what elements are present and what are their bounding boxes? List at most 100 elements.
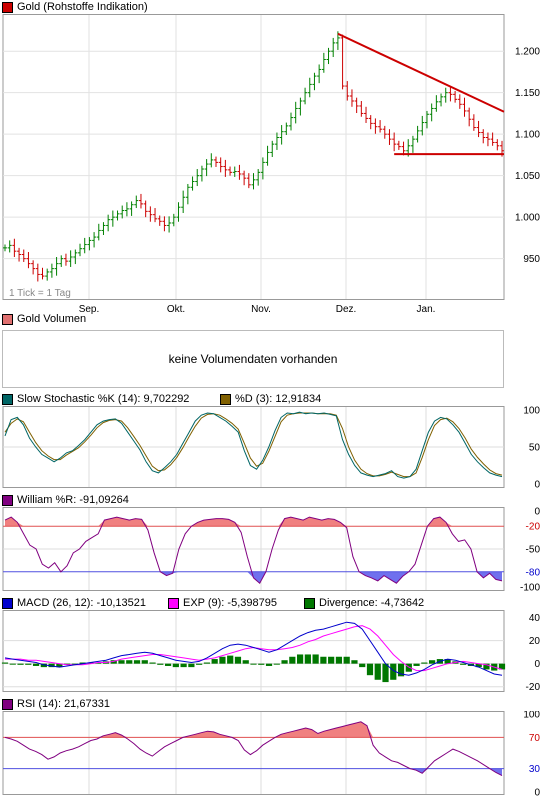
williams-legend-label: William %R: -91,09264 <box>17 494 129 506</box>
macd-chart: -20 0 20 40 <box>1 610 541 693</box>
x-tick-label: Nov. <box>251 304 271 314</box>
macd-legend-label: MACD (26, 12): -10,13521 <box>17 597 147 609</box>
exp-legend-label: EXP (9): -5,398795 <box>183 597 277 609</box>
divergence-bar <box>172 663 179 668</box>
price-legend: Gold (Rohstoffe Indikation) <box>0 0 540 14</box>
divergence-bar <box>110 660 117 664</box>
divergence-bar <box>227 655 234 664</box>
divergence-bar <box>9 663 16 665</box>
divergence-bar <box>351 660 358 664</box>
tick-note: 1 Tick = 1 Tag <box>9 288 71 299</box>
divergence-bar <box>164 663 172 666</box>
y-tick-label: 20 <box>529 636 541 647</box>
y-tick-label: 0 <box>534 788 540 798</box>
y-tick-label: 100 <box>523 711 540 721</box>
rsi-legend-label: RSI (14): 21,67331 <box>17 698 110 710</box>
divergence-bar <box>258 663 265 665</box>
y-tick-label: 1.150 <box>515 88 540 99</box>
divergence-bar <box>335 656 343 664</box>
divergence-bar <box>390 663 397 680</box>
y-tick-label: 0 <box>534 480 540 491</box>
williams-oversold-fill <box>160 571 502 584</box>
divergence-bar <box>421 662 428 664</box>
stoch-d-label: %D (3): 12,91834 <box>235 393 322 405</box>
y-tick-label: 30 <box>529 764 541 775</box>
divergence-bar <box>460 663 467 665</box>
y-tick-label: -80 <box>526 567 541 578</box>
rsi-overbought-fill <box>97 721 374 738</box>
price-legend-swatch <box>2 1 13 13</box>
y-tick-label: 50 <box>529 443 541 454</box>
y-tick-label: 1.050 <box>515 171 540 182</box>
divergence-bar <box>320 656 327 664</box>
divergence-bar <box>25 663 32 665</box>
plot-frame <box>2 711 505 795</box>
divergence-bar <box>211 659 218 664</box>
divergence-bar <box>95 662 102 664</box>
volume-legend-label: Gold Volumen <box>17 313 87 325</box>
y-tick-label: 1.100 <box>515 130 540 141</box>
rsi-legend-swatch <box>2 698 13 710</box>
divergence-bar <box>281 660 288 664</box>
price-legend-label: Gold (Rohstoffe Indikation) <box>17 1 148 13</box>
x-tick-label: Jan. <box>417 304 436 314</box>
divergence-bar <box>289 656 296 664</box>
divergence-bar <box>242 660 249 664</box>
divergence-bar <box>405 663 412 672</box>
y-tick-label: 100 <box>523 406 540 417</box>
divergence-bar <box>483 663 490 670</box>
stoch-d-line <box>4 412 503 478</box>
divergence-bar <box>250 663 257 665</box>
divergence-bar <box>32 663 40 666</box>
williams-legend: William %R: -91,09264 <box>0 493 540 507</box>
divergence-bar <box>296 654 304 664</box>
macd-legend-swatch <box>2 597 13 609</box>
divergence-bar <box>413 663 420 666</box>
y-tick-label: 0 <box>534 659 540 670</box>
resistance-trendline <box>337 32 505 113</box>
divergence-bar <box>79 662 86 664</box>
stoch-k-label: Slow Stochastic %K (14): 9,702292 <box>17 393 190 405</box>
y-tick-label: 70 <box>529 733 541 744</box>
divergence-bar <box>234 656 242 664</box>
divergence-bar <box>366 663 374 676</box>
divergence-bar <box>196 663 203 665</box>
stoch-legend: Slow Stochastic %K (14): 9,702292 %D (3)… <box>0 392 540 406</box>
divergence-bar <box>304 654 311 664</box>
plot-frame <box>2 14 505 300</box>
divergence-bar <box>359 663 366 668</box>
divergence-bar <box>219 656 226 664</box>
divergence-bar <box>141 660 148 664</box>
y-tick-label: 40 <box>529 613 541 624</box>
stoch-d-swatch <box>220 393 231 405</box>
y-tick-label: 0 <box>534 507 540 518</box>
divergence-bar <box>133 660 141 664</box>
divergence-bar <box>343 656 350 664</box>
y-tick-label: 1.200 <box>515 47 540 58</box>
volume-legend-swatch <box>2 313 13 325</box>
x-tick-label: Okt. <box>167 304 185 314</box>
williams-chart: -100 -80 -50 -20 0 <box>2 507 541 594</box>
exp-legend-swatch <box>168 597 179 609</box>
williams-legend-swatch <box>2 494 13 506</box>
divergence-bar <box>203 662 211 664</box>
divergence-bar <box>87 662 94 664</box>
divergence-bar <box>188 663 195 668</box>
div-legend-label: Divergence: -4,73642 <box>319 597 425 609</box>
divergence-bar <box>64 663 71 665</box>
divergence-bar <box>475 663 482 668</box>
divergence-bar <box>382 663 389 683</box>
stoch-chart: 0 50 100 <box>2 406 541 491</box>
y-tick-label: -100 <box>520 583 540 594</box>
x-tick-label: Sep. <box>79 304 100 314</box>
divergence-bar <box>48 663 55 668</box>
divergence-bar <box>149 662 156 664</box>
divergence-bar <box>71 663 78 665</box>
divergence-bar <box>498 663 506 670</box>
y-tick-label: 950 <box>523 254 540 265</box>
y-tick-label: -50 <box>526 545 541 556</box>
rsi-line <box>4 721 503 777</box>
x-tick-label: Dez. <box>336 304 357 314</box>
divergence-bar <box>273 663 280 665</box>
macd-legend: MACD (26, 12): -10,13521 EXP (9): -5,398… <box>0 596 540 610</box>
